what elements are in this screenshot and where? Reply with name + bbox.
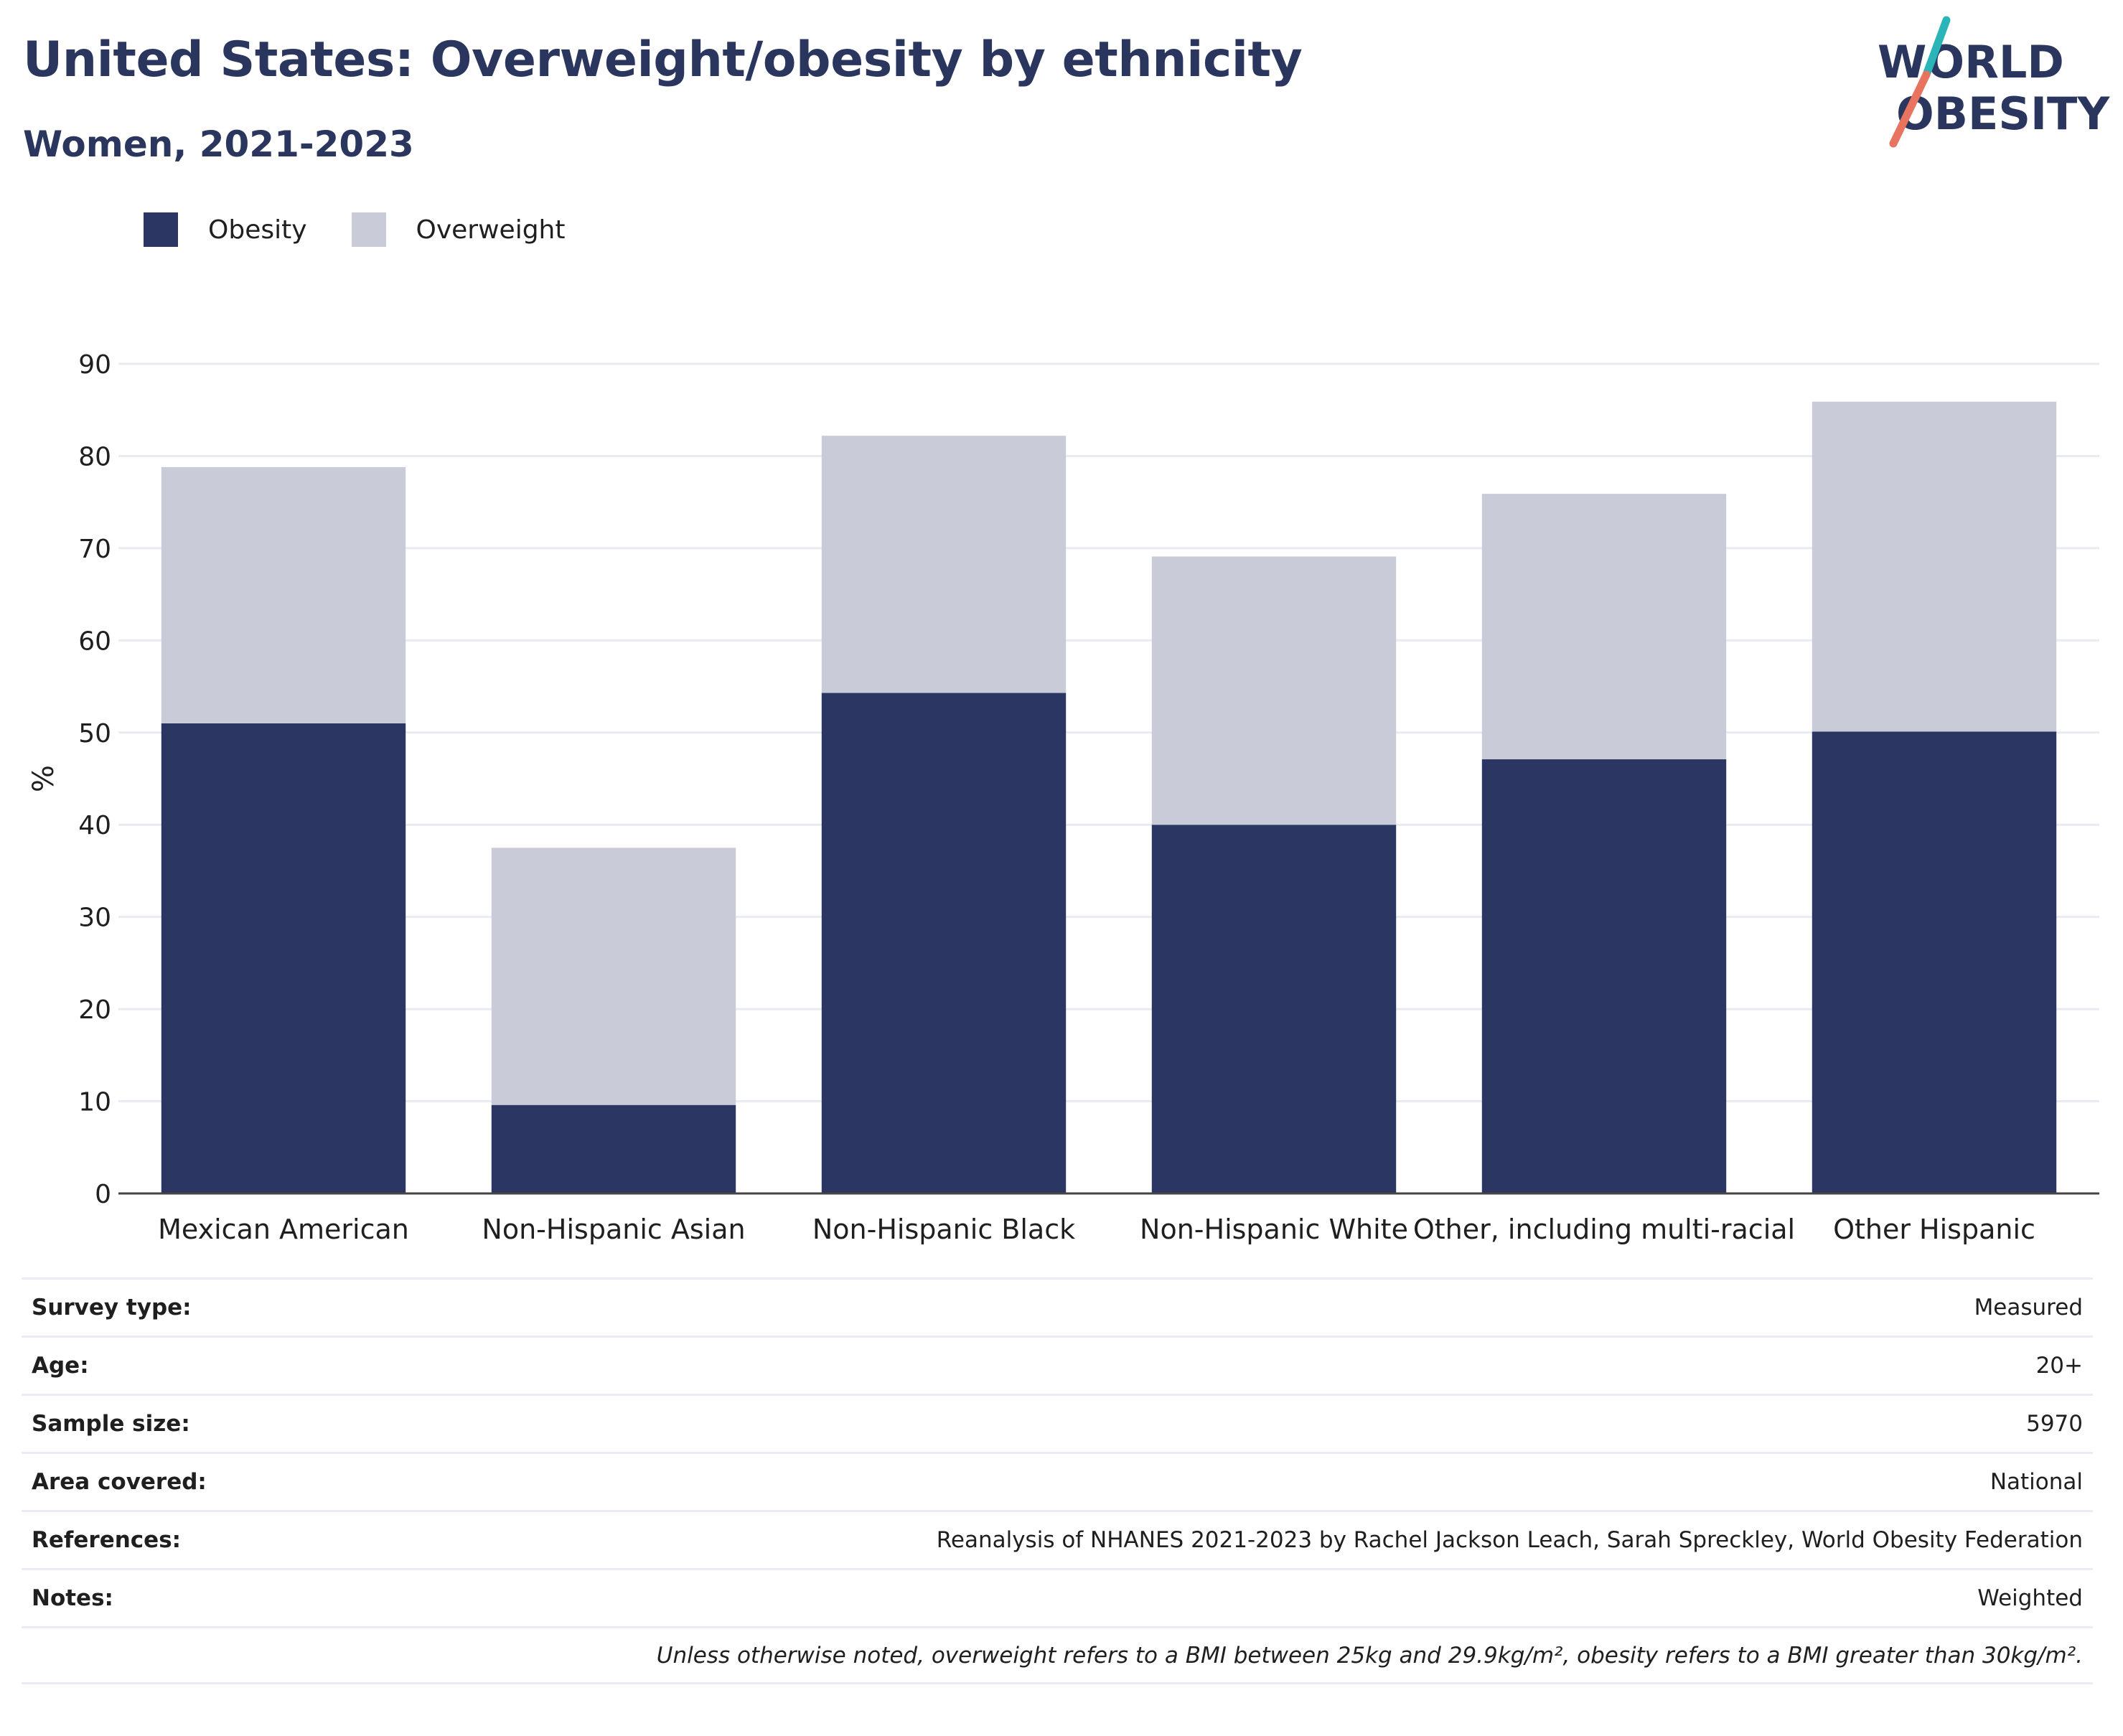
- y-tick-label: 60: [78, 627, 111, 656]
- meta-key: Sample size:: [32, 1411, 190, 1437]
- legend-item-obesity[interactable]: Obesity: [144, 212, 307, 247]
- x-tick-label: Non-Hispanic Asian: [482, 1214, 745, 1245]
- meta-value: Weighted: [1977, 1585, 2083, 1611]
- bar-obesity-0[interactable]: [161, 723, 406, 1193]
- y-tick-label: 40: [78, 811, 111, 840]
- legend-label-overweight: Overweight: [416, 215, 566, 245]
- logo-line1: WORLD: [1878, 36, 2064, 88]
- meta-key: Notes:: [32, 1585, 113, 1611]
- legend-swatch-obesity: [144, 212, 178, 247]
- meta-row-references: References: Reanalysis of NHANES 2021-20…: [22, 1510, 2093, 1568]
- chart-legend: Obesity Overweight: [144, 212, 609, 247]
- x-tick-label: Mexican American: [158, 1214, 409, 1245]
- bar-obesity-1[interactable]: [491, 1104, 736, 1193]
- y-tick-label: 20: [78, 995, 111, 1025]
- chart-subtitle: Women, 2021-2023: [23, 123, 414, 165]
- x-tick-label: Non-Hispanic White: [1140, 1214, 1408, 1245]
- meta-value: Measured: [1974, 1295, 2083, 1320]
- bar-overweight-2[interactable]: [821, 436, 1067, 693]
- meta-key: Age:: [32, 1353, 89, 1379]
- bar-overweight-0[interactable]: [161, 466, 406, 723]
- y-tick-label: 30: [78, 904, 111, 933]
- meta-value: Reanalysis of NHANES 2021-2023 by Rachel…: [936, 1527, 2083, 1553]
- meta-row-area-covered: Area covered: National: [22, 1452, 2093, 1510]
- bar-obesity-2[interactable]: [821, 693, 1067, 1193]
- y-axis-title: %: [27, 765, 60, 792]
- x-tick-label: Other, including multi-racial: [1413, 1214, 1795, 1245]
- y-tick-label: 0: [95, 1180, 111, 1209]
- bmi-footnote: Unless otherwise noted, overweight refer…: [22, 1626, 2093, 1684]
- meta-row-survey-type: Survey type: Measured: [22, 1277, 2093, 1336]
- legend-label-obesity: Obesity: [208, 215, 307, 245]
- meta-value: 5970: [2026, 1411, 2083, 1437]
- meta-key: Area covered:: [32, 1469, 207, 1495]
- meta-key: References:: [32, 1527, 182, 1553]
- y-tick-label: 10: [78, 1088, 111, 1117]
- bar-obesity-4[interactable]: [1481, 759, 1727, 1193]
- x-tick-label: Non-Hispanic Black: [812, 1214, 1075, 1245]
- chart-title: United States: Overweight/obesity by eth…: [23, 32, 1303, 88]
- bar-overweight-4[interactable]: [1481, 494, 1727, 760]
- bar-overweight-1[interactable]: [491, 848, 736, 1105]
- y-tick-label: 50: [78, 719, 111, 749]
- meta-key: Survey type:: [32, 1295, 192, 1320]
- meta-row-sample-size: Sample size: 5970: [22, 1394, 2093, 1452]
- logo-slash-teal: [1922, 16, 1951, 79]
- world-obesity-logo: WORLD OBESITY: [1878, 16, 2110, 148]
- bar-overweight-5[interactable]: [1812, 401, 2057, 732]
- meta-value: National: [1990, 1469, 2083, 1495]
- bar-obesity-5[interactable]: [1812, 731, 2057, 1193]
- y-tick-label: 80: [78, 442, 111, 471]
- meta-row-age: Age: 20+: [22, 1336, 2093, 1394]
- bar-overweight-3[interactable]: [1151, 556, 1397, 825]
- bar-obesity-3[interactable]: [1151, 825, 1397, 1193]
- y-tick-label: 70: [78, 535, 111, 564]
- logo-line2: OBESITY: [1896, 88, 2110, 140]
- y-tick-label: 90: [78, 350, 111, 380]
- legend-swatch-overweight: [351, 212, 386, 247]
- metadata-table: Survey type: Measured Age: 20+ Sample si…: [22, 1277, 2093, 1684]
- stacked-bar-chart: 0 10 20 30 40 50 60 70 80 90% Mexican American Non-…: [27, 350, 2099, 1245]
- meta-row-notes: Notes: Weighted: [22, 1568, 2093, 1626]
- logo-slash-coral: [1889, 70, 1931, 148]
- legend-item-overweight[interactable]: Overweight: [351, 212, 566, 247]
- meta-value: 20+: [2035, 1353, 2083, 1379]
- x-tick-label: Other Hispanic: [1833, 1214, 2035, 1245]
